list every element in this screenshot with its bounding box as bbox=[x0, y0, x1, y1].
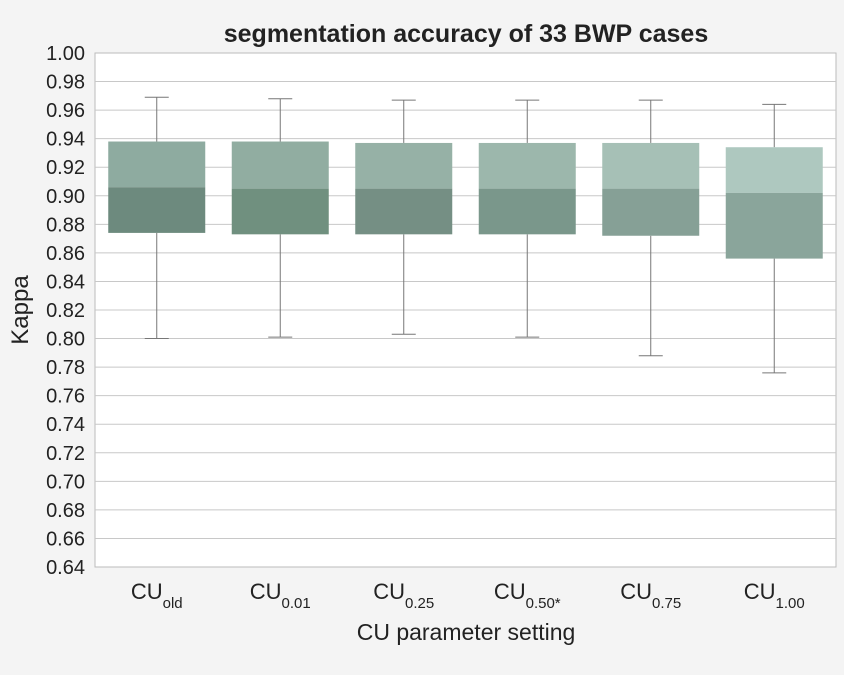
box-upper-quartile bbox=[355, 142, 453, 189]
box-group bbox=[231, 98, 329, 338]
x-axis-ticks: CUold CU0.01 CU0.25 CU0.50* CU0.75 CU1.00 bbox=[131, 579, 805, 612]
y-tick-label: 0.90 bbox=[46, 186, 85, 208]
y-tick-label: 0.88 bbox=[46, 214, 85, 236]
y-tick-label: 0.76 bbox=[46, 386, 85, 408]
box-group bbox=[108, 96, 206, 340]
box-group bbox=[355, 99, 453, 335]
y-tick-label: 0.72 bbox=[46, 443, 85, 465]
box-lower-quartile bbox=[355, 188, 453, 235]
x-tick-label: CUold bbox=[131, 579, 183, 612]
box-upper-quartile bbox=[725, 147, 823, 193]
y-tick-label: 0.80 bbox=[46, 329, 85, 351]
x-tick-label: CU1.00 bbox=[744, 579, 805, 612]
chart-title: segmentation accuracy of 33 BWP cases bbox=[224, 20, 708, 48]
x-axis-label: CU parameter setting bbox=[357, 619, 576, 645]
box-group bbox=[602, 99, 700, 357]
y-tick-label: 0.70 bbox=[46, 471, 85, 493]
box-lower-quartile bbox=[108, 187, 206, 233]
box-upper-quartile bbox=[602, 142, 700, 189]
box-upper-quartile bbox=[478, 142, 576, 189]
box-group bbox=[478, 99, 576, 338]
box-lower-quartile bbox=[725, 192, 823, 259]
box-series bbox=[108, 96, 823, 374]
y-tick-label: 0.98 bbox=[46, 72, 85, 94]
y-tick-label: 0.64 bbox=[46, 557, 85, 579]
y-tick-label: 1.00 bbox=[46, 43, 85, 65]
x-tick-label: CU0.50* bbox=[494, 579, 561, 612]
box-upper-quartile bbox=[231, 141, 329, 189]
box-lower-quartile bbox=[602, 188, 700, 236]
y-tick-label: 0.78 bbox=[46, 357, 85, 379]
y-tick-label: 0.74 bbox=[46, 414, 85, 436]
y-axis-ticks: 0.64 0.66 0.68 0.70 0.72 0.74 0.76 0.78 0.80 0.82… bbox=[46, 43, 85, 579]
x-tick-label: CU0.25 bbox=[373, 579, 434, 612]
y-tick-label: 0.68 bbox=[46, 500, 85, 522]
y-tick-label: 0.96 bbox=[46, 100, 85, 122]
y-tick-label: 0.86 bbox=[46, 243, 85, 265]
y-tick-label: 0.82 bbox=[46, 300, 85, 322]
x-tick-label: CU0.75 bbox=[620, 579, 681, 612]
y-tick-label: 0.66 bbox=[46, 528, 85, 550]
grid-lines bbox=[95, 81, 836, 539]
y-tick-label: 0.94 bbox=[46, 129, 85, 151]
y-tick-label: 0.84 bbox=[46, 271, 85, 293]
box-group bbox=[725, 103, 823, 374]
box-lower-quartile bbox=[478, 188, 576, 235]
box-lower-quartile bbox=[231, 188, 329, 235]
x-tick-label: CU0.01 bbox=[250, 579, 311, 612]
y-axis-label: Kappa bbox=[7, 275, 34, 345]
box-upper-quartile bbox=[108, 141, 206, 188]
y-tick-label: 0.92 bbox=[46, 157, 85, 179]
